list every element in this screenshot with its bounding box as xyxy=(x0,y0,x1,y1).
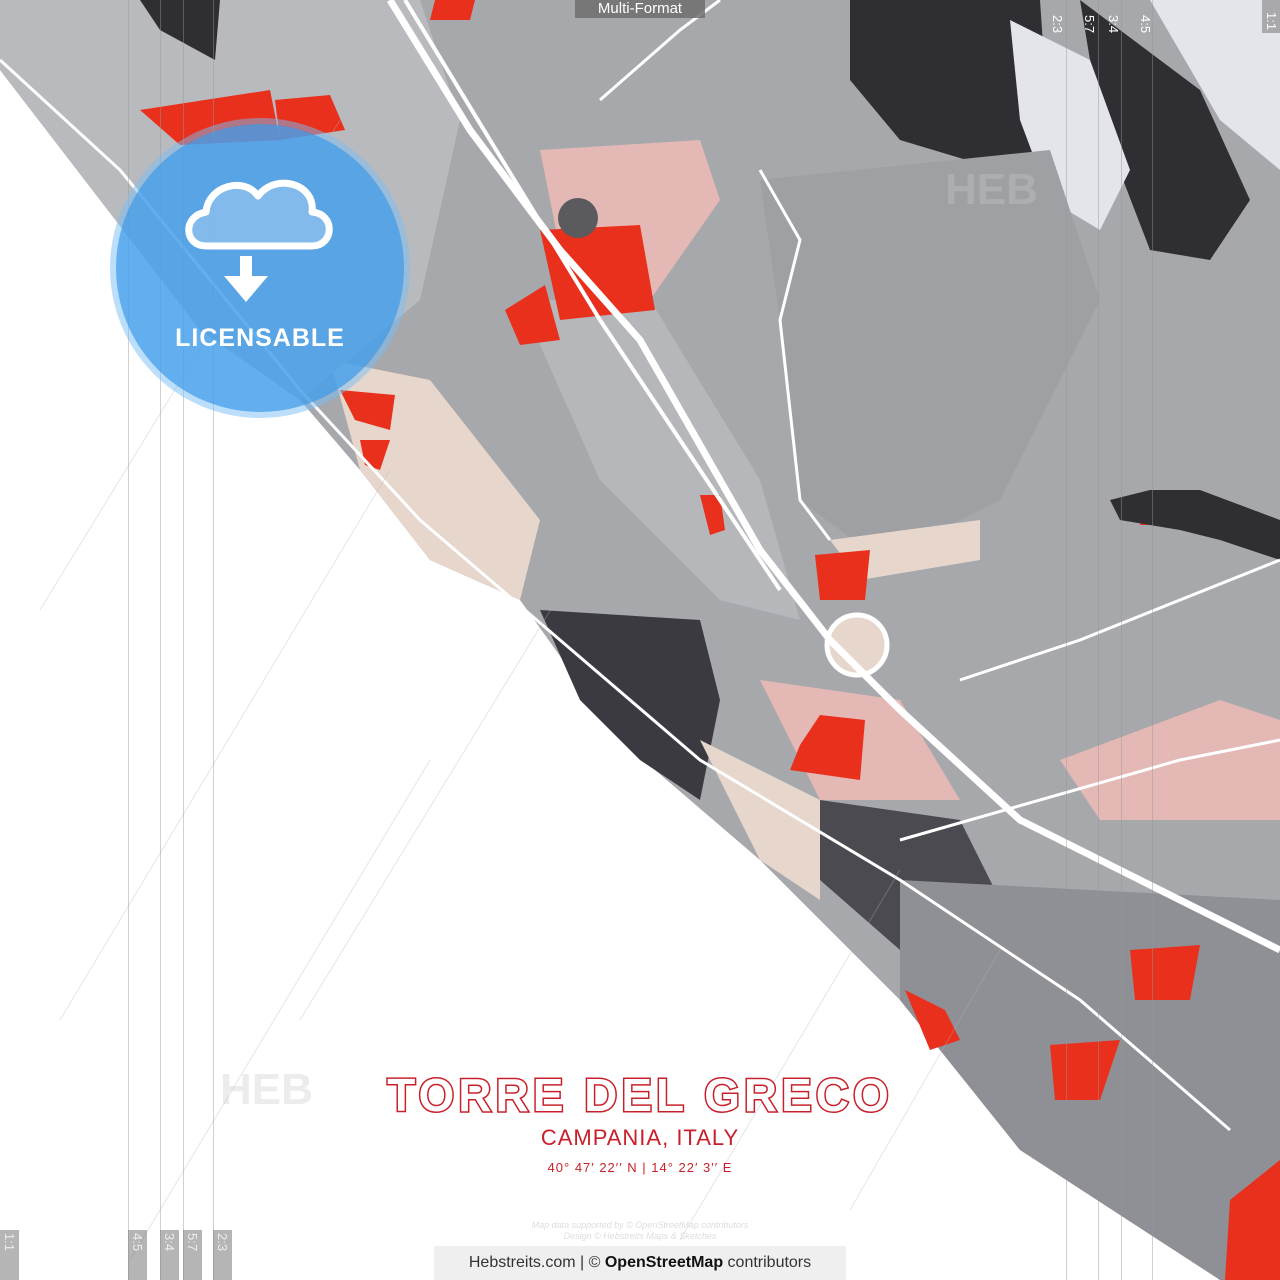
city-title: TORRE DEL GRECO xyxy=(386,1068,893,1123)
footer-site[interactable]: Hebstreits.com | © xyxy=(468,1254,605,1271)
ratio-label-top: 1:1 xyxy=(1262,0,1280,34)
district-dark-coast xyxy=(540,610,720,800)
badge-label: LICENSABLE xyxy=(175,324,345,352)
road xyxy=(758,169,832,541)
road xyxy=(599,0,721,102)
ratio-guide-line xyxy=(183,0,184,1280)
red-block xyxy=(700,495,725,535)
ratio-label-bottom: 2:3 xyxy=(213,1230,232,1280)
ratio-guide-line xyxy=(213,0,214,1280)
cloud-download-icon xyxy=(185,179,333,302)
dark-block xyxy=(1110,490,1280,560)
red-block xyxy=(1050,1040,1120,1100)
coordinates: 40° 47′ 22′′ N | 14° 22′ 3′′ E xyxy=(547,1160,733,1175)
red-block xyxy=(430,0,475,20)
district-dark-e xyxy=(1080,0,1250,260)
red-block xyxy=(790,715,865,780)
ratio-guide-line xyxy=(160,0,161,1280)
district-lightgray xyxy=(520,300,800,620)
district-light-ne xyxy=(1010,20,1130,230)
credits-line: Design © Hebstreits Maps & Sketches xyxy=(563,1231,717,1241)
ratio-label-bottom: 1:1 xyxy=(0,1230,19,1280)
roundabout xyxy=(824,612,890,678)
dark-round-area xyxy=(558,198,598,238)
ratio-label-top: 4:5 xyxy=(1138,15,1153,34)
red-block xyxy=(905,990,960,1050)
watermark: HEB xyxy=(220,1065,313,1114)
red-block xyxy=(340,390,395,430)
district-light-ne2 xyxy=(1150,0,1280,170)
highway-2 xyxy=(403,0,782,592)
district-sand2 xyxy=(700,740,820,900)
highway xyxy=(387,0,1280,954)
ratio-label-top: 5:7 xyxy=(1082,15,1097,34)
watermark: HEB xyxy=(945,165,1038,214)
red-block xyxy=(505,285,560,345)
district-dark-ne xyxy=(850,0,1050,170)
format-tag: Multi-Format xyxy=(575,0,705,18)
ratio-guide-line xyxy=(1121,0,1122,1280)
ratio-guide-line xyxy=(1098,0,1099,1280)
ratio-label-bottom: 3:4 xyxy=(160,1230,179,1280)
ratio-label-bottom: 4:5 xyxy=(128,1230,147,1280)
red-block xyxy=(540,225,655,320)
red-block xyxy=(1130,945,1200,1000)
district-pink3 xyxy=(1060,700,1280,820)
credits-line: Map data supported by © OpenStreetMap co… xyxy=(531,1220,749,1230)
attribution-footer: Hebstreits.com | © OpenStreetMap contrib… xyxy=(434,1246,846,1280)
ratio-guide-line xyxy=(1066,0,1067,1280)
region-subtitle: CAMPANIA, ITALY xyxy=(540,1125,740,1150)
ratio-label-bottom: 5:7 xyxy=(183,1230,202,1280)
red-block xyxy=(815,550,870,600)
ratio-guide-line xyxy=(1152,0,1153,1280)
map-credits: Map data supported by © OpenStreetMap co… xyxy=(0,1220,1280,1242)
ratio-label-top: 3:4 xyxy=(1106,15,1121,34)
district-gray-center xyxy=(760,150,1100,560)
licensable-badge[interactable]: LICENSABLE xyxy=(116,124,404,412)
red-block xyxy=(1225,1160,1280,1280)
footer-osm-link[interactable]: OpenStreetMap xyxy=(604,1254,724,1271)
ratio-guide-line xyxy=(128,0,129,1280)
ratio-label-top: 2:3 xyxy=(1050,15,1065,34)
footer-suffix: contributors xyxy=(723,1254,812,1271)
road xyxy=(899,738,1280,842)
road xyxy=(959,558,1280,682)
district-dark-nw xyxy=(140,0,220,60)
